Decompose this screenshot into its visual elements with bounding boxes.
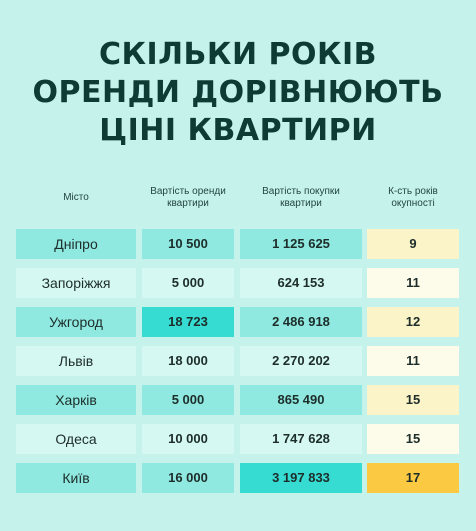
table-row: Харків 5 000 865 490 15	[0, 385, 476, 415]
years-cell: 17	[367, 463, 459, 493]
header-years-line-1: К-сть років	[388, 186, 438, 197]
city-cell: Одеса	[16, 424, 136, 454]
rent-cell: 18 000	[142, 346, 234, 376]
years-cell: 15	[367, 424, 459, 454]
header-city: Місто	[16, 192, 136, 204]
years-cell: 15	[367, 385, 459, 415]
table-body: Дніпро 10 500 1 125 625 9 Запоріжжя 5 00…	[0, 229, 476, 502]
rent-cell: 16 000	[142, 463, 234, 493]
title-line-3: ЦІНІ КВАРТИРИ	[99, 113, 377, 148]
rent-cell: 10 500	[142, 229, 234, 259]
header-buy-line-2: квартири	[280, 198, 322, 209]
buy-cell: 624 153	[240, 268, 362, 298]
buy-cell: 1 747 628	[240, 424, 362, 454]
title-line-1: СКІЛЬКИ РОКІВ	[98, 37, 378, 72]
buy-cell: 3 197 833	[240, 463, 362, 493]
years-cell: 9	[367, 229, 459, 259]
city-cell: Дніпро	[16, 229, 136, 259]
table-row: Дніпро 10 500 1 125 625 9	[0, 229, 476, 259]
header-years: К-сть років окупності	[367, 186, 459, 210]
buy-cell: 2 270 202	[240, 346, 362, 376]
table-row: Київ 16 000 3 197 833 17	[0, 463, 476, 493]
rent-cell: 18 723	[142, 307, 234, 337]
header-rent: Вартість оренди квартири	[142, 186, 234, 210]
city-cell: Запоріжжя	[16, 268, 136, 298]
buy-cell: 1 125 625	[240, 229, 362, 259]
page-title: СКІЛЬКИ РОКІВ ОРЕНДИ ДОРІВНЮЮТЬ ЦІНІ КВА…	[0, 36, 476, 150]
city-cell: Київ	[16, 463, 136, 493]
rent-cell: 5 000	[142, 385, 234, 415]
years-cell: 12	[367, 307, 459, 337]
rent-cell: 10 000	[142, 424, 234, 454]
table-header: Місто Вартість оренди квартири Вартість …	[0, 186, 476, 216]
table-row: Ужгород 18 723 2 486 918 12	[0, 307, 476, 337]
city-cell: Львів	[16, 346, 136, 376]
table-row: Львів 18 000 2 270 202 11	[0, 346, 476, 376]
city-cell: Харків	[16, 385, 136, 415]
buy-cell: 2 486 918	[240, 307, 362, 337]
header-rent-line-2: квартири	[167, 198, 209, 209]
table-row: Одеса 10 000 1 747 628 15	[0, 424, 476, 454]
header-rent-line-1: Вартість оренди	[150, 186, 226, 197]
title-line-2: ОРЕНДИ ДОРІВНЮЮТЬ	[32, 75, 444, 110]
header-years-line-2: окупності	[391, 198, 435, 209]
rent-cell: 5 000	[142, 268, 234, 298]
city-cell: Ужгород	[16, 307, 136, 337]
header-buy-line-1: Вартість покупки	[262, 186, 340, 197]
table-row: Запоріжжя 5 000 624 153 11	[0, 268, 476, 298]
header-buy: Вартість покупки квартири	[240, 186, 362, 210]
years-cell: 11	[367, 346, 459, 376]
years-cell: 11	[367, 268, 459, 298]
header-city-label: Місто	[63, 192, 89, 203]
buy-cell: 865 490	[240, 385, 362, 415]
